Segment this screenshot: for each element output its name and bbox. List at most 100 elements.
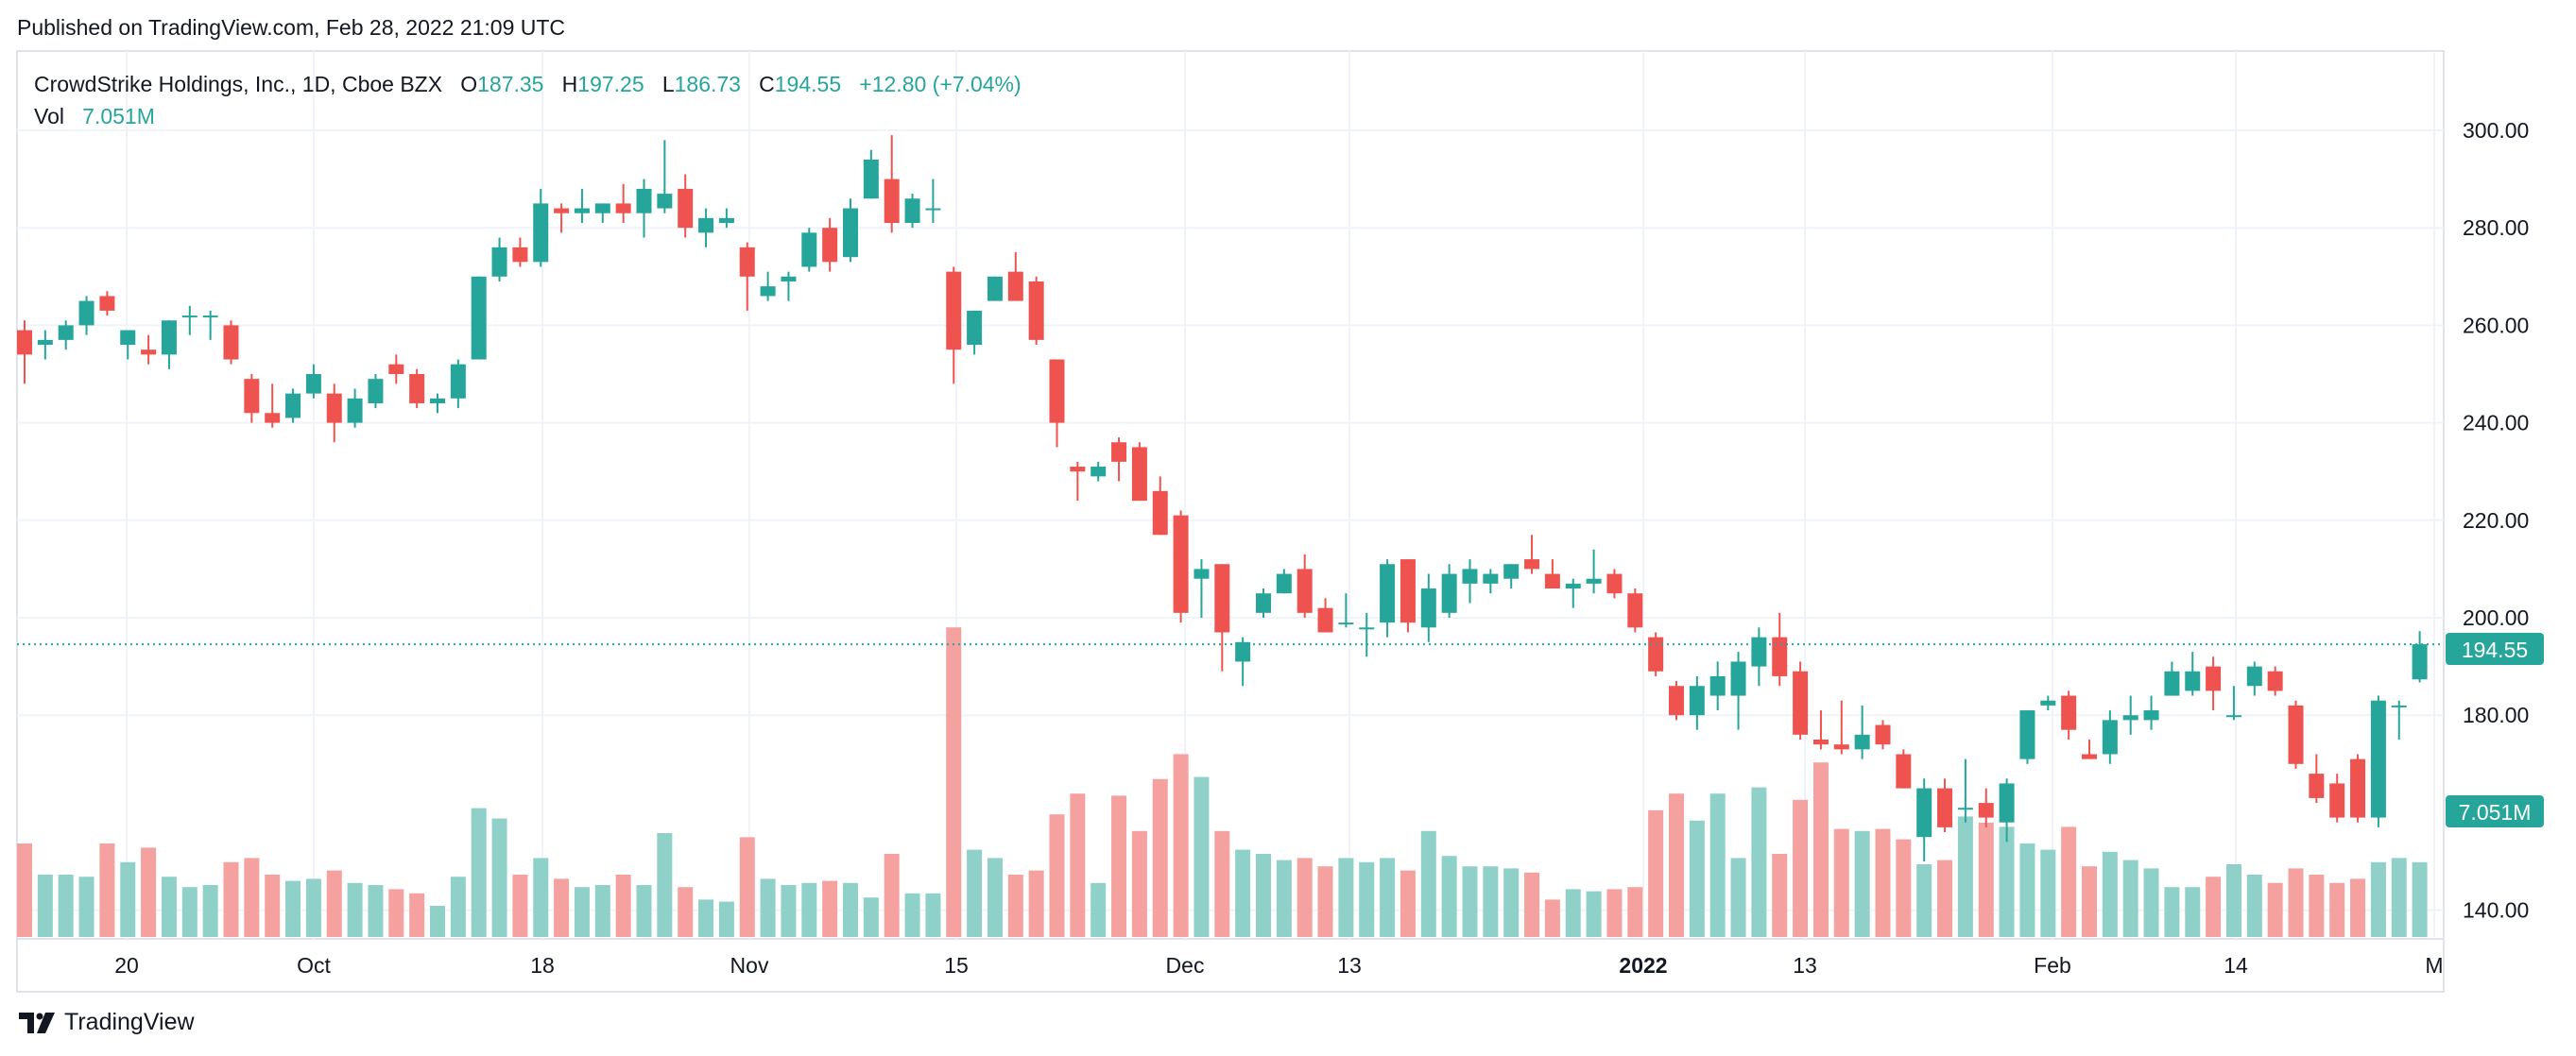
x-tick-label: Oct: [297, 953, 331, 978]
candle: [1338, 593, 1354, 628]
volume-row: Vol 7.051M: [34, 100, 1022, 132]
volume-bar: [1793, 799, 1809, 937]
candle: [2350, 754, 2366, 823]
symbol-title[interactable]: CrowdStrike Holdings, Inc., 1D, Cboe BZX: [34, 72, 443, 96]
close-value: 194.55: [774, 72, 842, 96]
volume-bar: [801, 882, 817, 937]
volume-bar: [1441, 856, 1457, 937]
candle: [2122, 695, 2138, 735]
candle: [450, 359, 466, 409]
x-tick-label: 14: [2224, 953, 2248, 978]
candle: [1730, 652, 1746, 730]
candle: [718, 208, 734, 229]
candle: [2040, 695, 2056, 711]
candle: [202, 310, 218, 340]
chart-legend: CrowdStrike Holdings, Inc., 1D, Cboe BZX…: [34, 68, 1022, 132]
volume-bar: [430, 906, 445, 937]
volume-bar: [2370, 861, 2386, 937]
volume-bar: [285, 880, 301, 937]
candle: [2370, 695, 2386, 827]
candle: [2267, 666, 2283, 696]
volume-bar: [1317, 866, 1333, 937]
x-tick-label: 13: [1337, 953, 1362, 978]
volume-bar: [37, 875, 53, 937]
time-axis[interactable]: 20 Oct 18 Nov 15 Dec 13 2022 13 Feb 14 M: [114, 953, 2443, 978]
candle: [1669, 681, 1684, 721]
last-volume-label: 7.051M: [2459, 800, 2532, 825]
candle: [2246, 661, 2262, 696]
candle: [2391, 700, 2407, 740]
volume-bar: [1916, 864, 1932, 937]
tradingview-brand[interactable]: TradingView: [19, 1009, 195, 1036]
volume-bar: [1111, 795, 1127, 937]
volume-bar: [1709, 793, 1726, 937]
volume-bar: [1297, 858, 1313, 937]
candle: [1957, 758, 1973, 823]
candle: [1854, 705, 1870, 759]
close-label: C: [759, 72, 775, 96]
candle: [368, 374, 384, 409]
volume-bar: [368, 885, 384, 937]
volume-bar: [2185, 887, 2201, 937]
candle: [739, 242, 755, 311]
candle: [1833, 700, 1849, 755]
candle: [636, 179, 652, 238]
volume-bar: [2122, 860, 2138, 937]
candle: [967, 310, 983, 355]
candle: [1091, 461, 1107, 482]
price-axis[interactable]: 300.00 280.00 260.00 240.00 220.00 200.00 180.…: [2463, 118, 2529, 923]
y-tick-label: 180.00: [2463, 703, 2529, 727]
candle: [471, 276, 487, 360]
volume-bar: [1627, 887, 1643, 937]
last-price-label: 194.55: [2462, 638, 2528, 662]
volume-bar: [223, 861, 239, 937]
candle: [409, 368, 425, 409]
volume-bar: [2288, 868, 2304, 937]
volume-bar: [1751, 787, 1767, 937]
volume-bar: [1854, 830, 1870, 937]
candle: [2329, 774, 2345, 823]
candle: [2225, 686, 2241, 721]
volume-bar: [1730, 858, 1746, 937]
volume-bar: [698, 899, 714, 937]
candle: [347, 388, 363, 428]
volume-bar: [822, 880, 838, 937]
candle: [430, 393, 445, 414]
volume-bar: [1689, 820, 1705, 937]
candle: [1503, 564, 1520, 589]
candle: [1235, 637, 1251, 687]
candle: [181, 305, 197, 335]
candle: [884, 135, 900, 233]
volume-bar: [1256, 854, 1271, 937]
volume-bar: [181, 887, 197, 937]
candle: [615, 183, 631, 224]
volume-bar: [141, 847, 157, 937]
candle: [1565, 578, 1581, 608]
axis-badges: 194.55 7.051M: [2446, 633, 2544, 827]
volume-bar: [739, 837, 755, 937]
volume-bar: [1544, 899, 1560, 937]
vol-label[interactable]: Vol: [34, 104, 64, 128]
candle: [760, 271, 776, 301]
candle: [1297, 554, 1313, 618]
candle: [1483, 569, 1499, 594]
low-label: L: [661, 72, 675, 96]
candle: [1793, 661, 1809, 740]
volume-bar: [533, 858, 549, 937]
volume-bar: [2309, 875, 2325, 937]
volume-bar: [244, 858, 260, 937]
volume-bar: [1875, 828, 1891, 937]
candle: [1648, 632, 1664, 676]
candle: [1173, 510, 1189, 623]
candle: [1256, 588, 1271, 618]
candle: [1544, 559, 1560, 589]
volume-bar: [1772, 854, 1788, 937]
candle: [594, 203, 610, 224]
candle: [1070, 461, 1086, 502]
candle: [1875, 720, 1891, 750]
volume-bar: [2061, 826, 2077, 937]
volume-bar: [574, 887, 590, 937]
x-tick-label: Feb: [2034, 953, 2071, 978]
change-value: +12.80 (+7.04%): [859, 72, 1022, 96]
